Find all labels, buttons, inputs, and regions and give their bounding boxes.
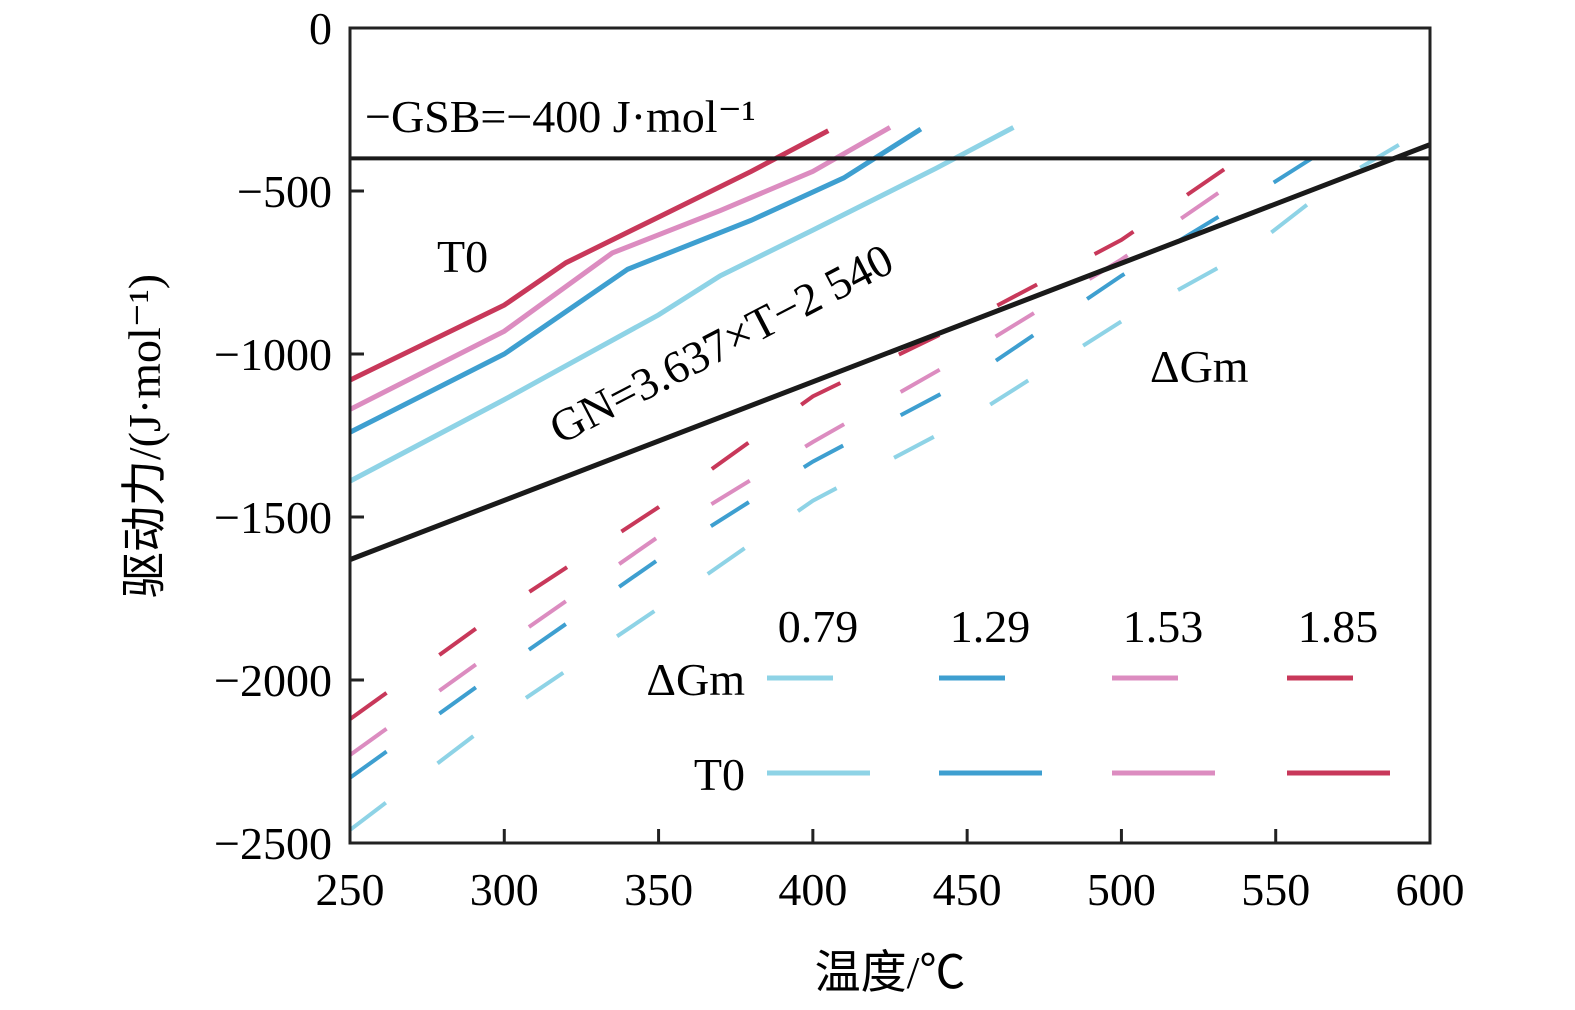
x-tick-label: 300 <box>470 864 539 915</box>
y-axis-label: 驱动力/(J·mol⁻¹) <box>119 274 170 598</box>
x-tick-label: 400 <box>778 864 847 915</box>
y-tick-label: −1000 <box>214 329 332 380</box>
x-axis-label: 温度/℃ <box>815 947 966 998</box>
gsb-annotation: −GSB=−400 J·mol⁻¹ <box>365 91 756 142</box>
y-tick-label: −500 <box>237 166 332 217</box>
x-tick-label: 600 <box>1396 864 1465 915</box>
dgm-series-1.29 <box>348 140 1339 780</box>
t0-series-1.53 <box>348 125 892 412</box>
t0-series-1.85 <box>348 128 830 383</box>
dgm-series-0.79 <box>348 133 1416 832</box>
legend-row-label: ΔGm <box>646 654 745 705</box>
legend-row-label: T0 <box>694 749 745 800</box>
axis-ticks: 250 300 350 400 450 500 550 600 0 −500 −1000 −1500 −… <box>214 3 1464 915</box>
y-tick-label: −2000 <box>214 655 332 706</box>
dgm-series-1.85 <box>348 153 1246 721</box>
legend-header: 1.53 <box>1123 601 1204 652</box>
y-tick-label: −2500 <box>214 818 332 869</box>
x-tick-label: 350 <box>624 864 693 915</box>
series-layer <box>348 125 1431 832</box>
y-tick-label: 0 <box>309 3 332 54</box>
dgm-series-1.53 <box>348 173 1246 757</box>
t0-series-1.29 <box>348 126 923 435</box>
plot-frame <box>348 26 1432 845</box>
legend-header: 0.79 <box>778 601 859 652</box>
dgm-annotation: ΔGm <box>1150 341 1249 392</box>
legend-header: 1.85 <box>1298 601 1379 652</box>
gn-line <box>349 142 1431 562</box>
legend: 0.79 1.29 1.53 1.85 ΔGm T0 <box>646 601 1390 800</box>
legend-header: 1.29 <box>950 601 1031 652</box>
t0-series-0.79 <box>348 125 1015 484</box>
x-tick-label: 450 <box>933 864 1002 915</box>
t0-annotation: T0 <box>437 231 488 282</box>
x-tick-label: 250 <box>316 864 385 915</box>
x-tick-label: 550 <box>1241 864 1310 915</box>
y-tick-label: −1500 <box>214 492 332 543</box>
x-tick-label: 500 <box>1087 864 1156 915</box>
